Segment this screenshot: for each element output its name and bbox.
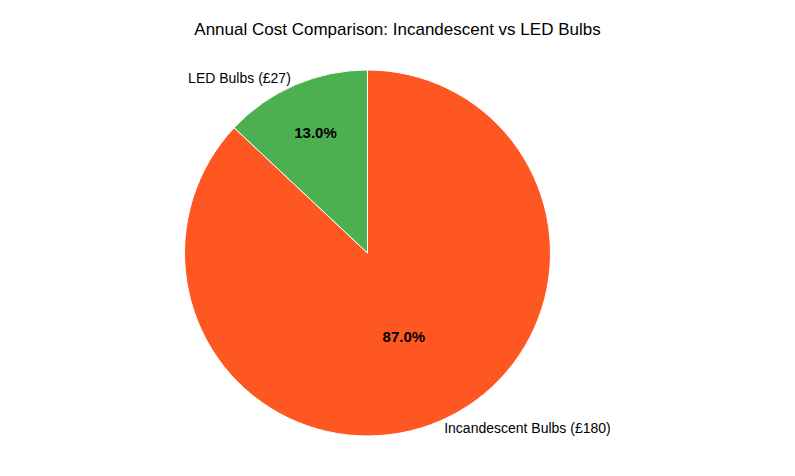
svg-text:Annual Cost Comparison: Incand: Annual Cost Comparison: Incandescent vs … (194, 20, 600, 39)
svg-text:LED Bulbs (£27): LED Bulbs (£27) (188, 70, 291, 86)
svg-text:87.0%: 87.0% (383, 328, 426, 345)
svg-text:Incandescent Bulbs (£180): Incandescent Bulbs (£180) (444, 420, 611, 436)
svg-text:13.0%: 13.0% (294, 124, 337, 141)
